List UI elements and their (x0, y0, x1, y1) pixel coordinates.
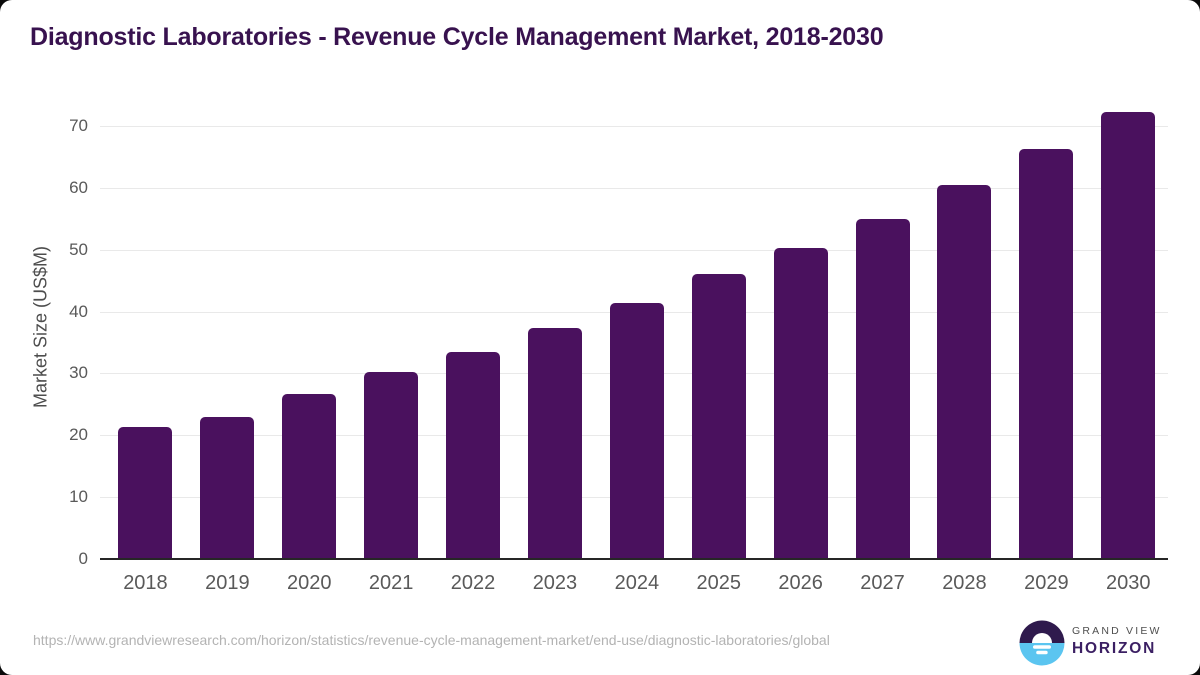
x-tick-label-2019: 2019 (205, 572, 250, 594)
x-tick-label-2020: 2020 (287, 572, 332, 594)
logo-text-horizon: HORIZON (1072, 640, 1157, 657)
y-tick-label-60: 60 (69, 177, 88, 197)
y-tick-label-20: 20 (69, 425, 88, 445)
x-tick-label-2030: 2030 (1106, 572, 1151, 594)
x-tick-label-2028: 2028 (942, 572, 987, 594)
logo-sea-half (1019, 643, 1065, 666)
logo-reflection-dash-1 (1033, 645, 1051, 649)
x-tick-label-2025: 2025 (696, 572, 742, 594)
x-axis-line (100, 558, 1168, 560)
logo-reflection-dash-2 (1036, 650, 1048, 655)
horizon-logo-icon (1019, 620, 1065, 666)
logo-text-grand-view: GRAND VIEW (1072, 625, 1162, 637)
bar-2024 (609, 302, 664, 559)
x-tick-label-2026: 2026 (778, 572, 823, 594)
gridline-70 (100, 125, 1168, 127)
logo-sky-half (1019, 620, 1065, 643)
x-tick-label-2027: 2027 (860, 572, 905, 594)
bar-2026 (773, 247, 828, 559)
bar-2022 (446, 351, 501, 559)
y-axis-title: Market Size (US$M) (30, 245, 51, 409)
logo-sun-icon (1032, 633, 1052, 643)
source-url: https://www.grandviewresearch.com/horizo… (33, 632, 830, 648)
grand-view-horizon-logo: GRAND VIEW HORIZON (1019, 620, 1169, 666)
x-tick-label-2018: 2018 (123, 572, 168, 594)
x-tick-label-2021: 2021 (368, 572, 414, 594)
gridline-60 (100, 187, 1168, 189)
bar-2029 (1019, 149, 1074, 559)
x-tick-label-2023: 2023 (532, 572, 578, 594)
bar-2019 (200, 416, 255, 559)
x-tick-label-2024: 2024 (614, 572, 660, 594)
bar-2020 (282, 393, 337, 559)
bar-2027 (855, 218, 910, 559)
y-tick-label-40: 40 (69, 301, 88, 321)
bar-2030 (1101, 112, 1156, 559)
bar-2021 (364, 371, 419, 559)
y-tick-label-30: 30 (69, 363, 88, 383)
plot-area: 0 10 20 30 40 50 60 70 2018 2019 2020 2021 2022 2023 2… (69, 95, 1168, 593)
y-tick-label-0: 0 (78, 549, 88, 568)
y-tick-label-70: 70 (69, 115, 88, 135)
bar-2023 (527, 328, 582, 559)
x-tick-label-2022: 2022 (450, 572, 496, 594)
bar-2025 (691, 274, 746, 559)
chart-title: Diagnostic Laboratories - Revenue Cycle … (30, 23, 884, 51)
bar-2018 (118, 427, 173, 559)
x-tick-label-2029: 2029 (1024, 572, 1069, 594)
y-tick-label-10: 10 (69, 487, 88, 507)
y-tick-label-50: 50 (69, 239, 88, 259)
bar-2028 (937, 185, 992, 559)
logo-wordmark: GRAND VIEW HORIZON (1072, 625, 1162, 658)
gridline-50 (100, 249, 1168, 251)
